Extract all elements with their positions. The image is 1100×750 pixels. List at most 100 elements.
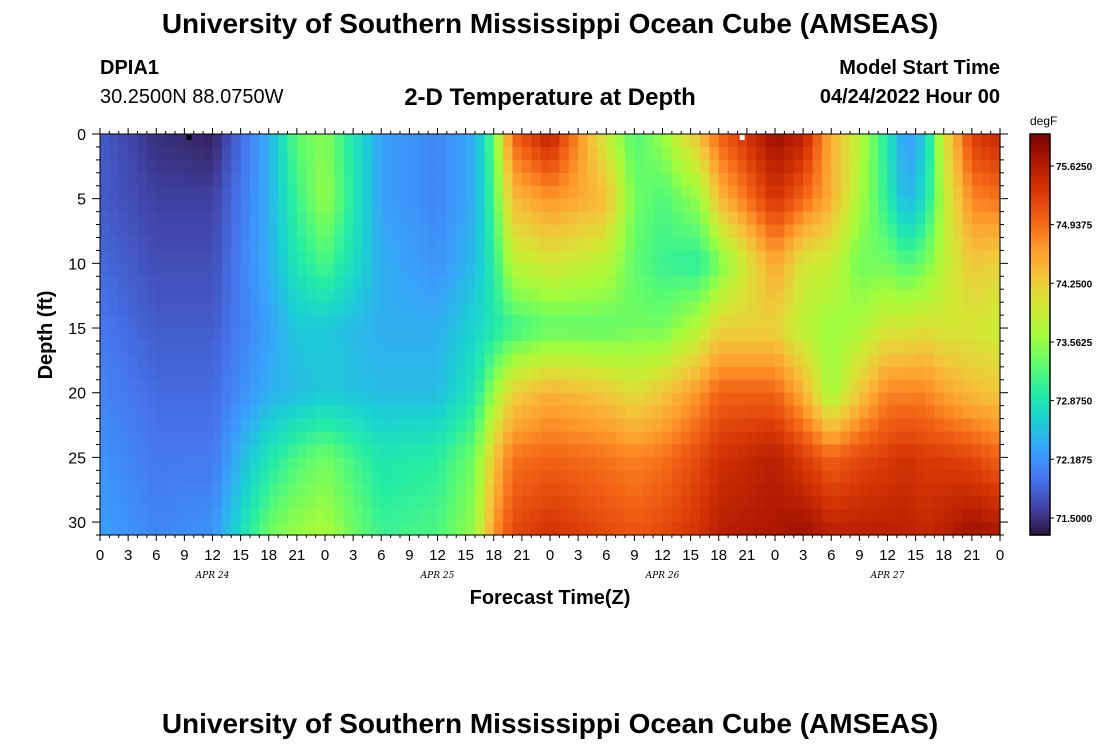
heatmap-cell [446,198,457,213]
heatmap-cell [381,276,392,290]
heatmap-cell [775,302,785,316]
heatmap-cell [250,392,260,407]
heatmap-cell [981,366,992,381]
heatmap-cell [681,250,692,264]
heatmap-cell [559,470,570,484]
heatmap-cell [625,392,635,407]
heatmap-cell [784,276,795,290]
heatmap-cell [943,263,954,277]
heatmap-cell [437,418,448,433]
colorbar-segment [1030,152,1050,156]
heatmap-cell [821,211,832,226]
heatmap-cell [681,509,692,523]
heatmap-cell [868,470,879,484]
heatmap-cell [175,315,185,329]
heatmap-cell [746,237,757,252]
heatmap-cell [587,366,598,381]
heatmap-cell [578,289,589,303]
heatmap-cell [887,470,898,484]
heatmap-cell [456,483,467,497]
heatmap-cell [484,328,495,342]
heatmap-cell [259,315,270,329]
heatmap-cell [418,340,429,355]
heatmap-cell [268,353,279,368]
heatmap-cell [231,522,242,536]
heatmap-cell [456,185,467,200]
heatmap-cell [540,353,551,368]
heatmap-cell [437,263,448,277]
heatmap-cell [221,211,232,226]
colorbar-segment [1030,500,1050,504]
heatmap-cell [868,509,879,523]
heatmap-cell [578,340,589,355]
colorbar-segment [1030,462,1050,467]
heatmap-cell [353,353,364,368]
heatmap-cell [756,159,767,174]
heatmap-cell [625,470,635,484]
heatmap-cell [287,185,298,200]
heatmap-cell [793,146,804,161]
heatmap-cell [484,172,495,187]
heatmap-cell [484,263,495,277]
heatmap-cell [287,302,298,316]
heatmap-cell [343,405,354,420]
heatmap-cell [371,250,382,264]
heatmap-cell [671,509,682,523]
heatmap-cell [962,457,973,471]
heatmap-cell [475,470,485,484]
colorbar-segment [1030,176,1050,181]
heatmap-cell [362,198,373,213]
heatmap-cell [709,146,720,161]
heatmap-cell [671,431,682,446]
heatmap-cell [765,315,776,329]
heatmap-cell [662,431,673,446]
heatmap-cell [953,276,964,290]
heatmap-cell [840,392,851,407]
heatmap-cell [671,353,682,368]
heatmap-cell [156,250,167,264]
heatmap-cell [231,134,242,148]
heatmap-cell [325,444,335,458]
heatmap-cell [596,328,607,342]
heatmap-cell [915,509,926,523]
heatmap-cell [475,315,485,329]
heatmap-cell [878,237,889,252]
colorbar-segment [1030,492,1050,496]
heatmap-cell [559,366,570,381]
heatmap-cell [156,457,167,471]
heatmap-cell [503,328,514,342]
heatmap-cell [287,198,298,213]
heatmap-cell [156,276,167,290]
heatmap-cell [775,483,785,497]
heatmap-cell [259,431,270,446]
heatmap-cell [690,470,701,484]
heatmap-cell [175,353,185,368]
heatmap-cell [812,340,823,355]
y-tick-label: 0 [77,127,86,144]
heatmap-cell [353,340,364,355]
heatmap-cell [325,418,335,433]
heatmap-cell [100,289,110,303]
heatmap-cell [690,302,701,316]
heatmap-cell [137,250,148,264]
heatmap-cell [615,146,626,161]
heatmap-cell [156,237,167,252]
heatmap-cell [428,302,439,316]
x-tick-label: 18 [935,547,952,564]
heatmap-cell [587,159,598,174]
heatmap-cell [606,353,617,368]
colorbar-segment [1030,449,1050,453]
heatmap-cell [390,198,401,213]
heatmap-cell [634,509,645,523]
heatmap-cell [250,457,260,471]
heatmap-cell [615,431,626,446]
heatmap-cell [784,263,795,277]
heatmap-cell [887,159,898,174]
heatmap-cell [540,263,551,277]
heatmap-cell [315,405,326,420]
heatmap-cell [400,315,410,329]
heatmap-cell [756,509,767,523]
heatmap-cell [596,237,607,252]
heatmap-cell [475,134,485,148]
